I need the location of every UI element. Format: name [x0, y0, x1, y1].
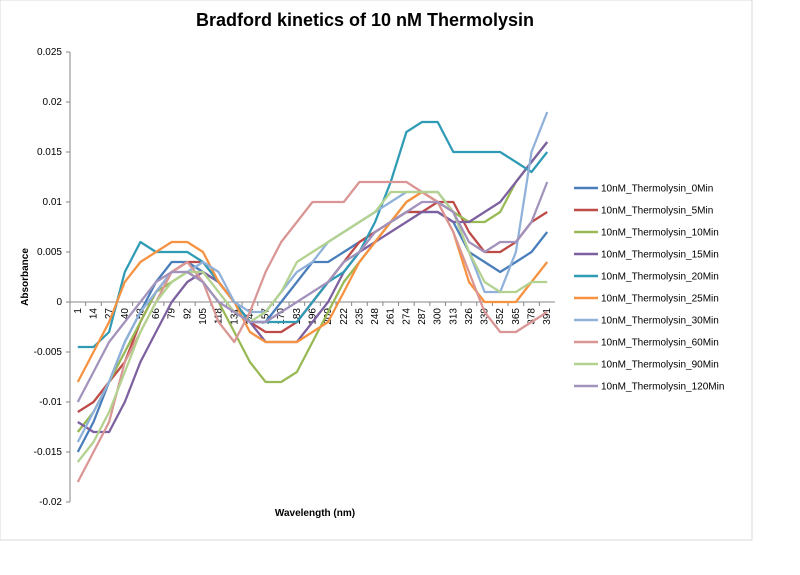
y-tick-label: -0.01 — [39, 397, 62, 408]
x-tick-label: 14 — [88, 308, 99, 320]
y-tick-label: 0.005 — [37, 247, 62, 258]
x-tick-label: 326 — [464, 308, 475, 325]
x-tick-label: 222 — [339, 308, 350, 325]
series-line — [76, 190, 548, 463]
x-tick-label: 144 — [245, 308, 256, 325]
chart-area — [0, 0, 753, 541]
x-tick-label: 131 — [229, 308, 240, 325]
x-tick-label: 196 — [308, 308, 319, 325]
series-line — [76, 190, 549, 383]
legend-label: 10nM_Thermolysin_90Min — [601, 360, 719, 371]
legend-label: 10nM_Thermolysin_20Min — [601, 272, 719, 283]
y-tick-label: 0.01 — [43, 197, 63, 208]
x-tick-label: 105 — [198, 308, 209, 325]
series-line — [76, 181, 549, 403]
x-tick-label: 157 — [261, 308, 272, 325]
x-tick-label: 66 — [151, 308, 162, 320]
x-tick-label: 274 — [401, 308, 412, 325]
x-tick-label: 248 — [370, 308, 381, 325]
legend-label: 10nM_Thermolysin_60Min — [601, 338, 719, 349]
y-tick-label: 0.015 — [37, 147, 62, 158]
x-tick-label: 339 — [480, 308, 491, 325]
legend-label: 10nM_Thermolysin_5Min — [601, 206, 713, 217]
chart-title: Bradford kinetics of 10 nM Thermolysin — [196, 10, 534, 30]
legend-label: 10nM_Thermolysin_120Min — [601, 382, 724, 393]
y-tick-label: -0.015 — [34, 447, 63, 458]
x-tick-label: 183 — [292, 308, 303, 325]
x-tick-label: 1 — [73, 308, 84, 314]
x-tick-label: 27 — [104, 308, 115, 320]
x-tick-label: 352 — [495, 308, 506, 325]
legend-label: 10nM_Thermolysin_0Min — [601, 184, 713, 195]
x-axis-title: Wavelength (nm) — [275, 508, 355, 519]
x-tick-label: 79 — [167, 308, 178, 320]
x-tick-label: 365 — [511, 308, 522, 325]
legend-label: 10nM_Thermolysin_25Min — [601, 294, 719, 305]
x-tick-label: 40 — [120, 308, 131, 320]
series-line — [77, 141, 549, 434]
legend-label: 10nM_Thermolysin_10Min — [601, 228, 719, 239]
x-tick-label: 378 — [527, 308, 538, 325]
y-axis-title: Absorbance — [20, 248, 31, 306]
y-tick-label: -0.005 — [34, 347, 63, 358]
x-tick-label: 235 — [354, 308, 365, 325]
y-tick-label: 0.025 — [37, 47, 62, 58]
y-tick-label: 0.02 — [43, 97, 63, 108]
x-tick-label: 300 — [433, 308, 444, 325]
y-tick-label: -0.02 — [39, 497, 62, 508]
x-tick-label: 92 — [182, 308, 193, 320]
x-tick-label: 118 — [214, 308, 225, 324]
x-tick-label: 391 — [542, 308, 553, 325]
legend-label: 10nM_Thermolysin_30Min — [601, 316, 719, 327]
x-tick-label: 170 — [276, 308, 287, 325]
x-tick-label: 209 — [323, 308, 334, 325]
x-tick-label: 313 — [448, 308, 459, 325]
legend-label: 10nM_Thermolysin_15Min — [601, 250, 719, 261]
y-tick-label: 0 — [56, 297, 62, 308]
x-tick-label: 261 — [386, 308, 397, 325]
x-tick-label: 287 — [417, 308, 428, 325]
